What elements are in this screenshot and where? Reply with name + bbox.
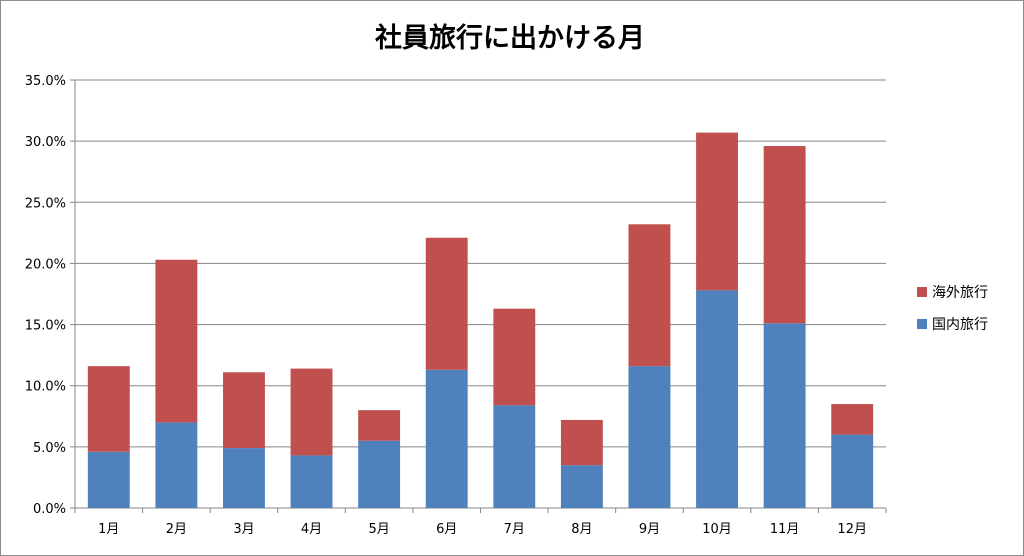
chart-title: 社員旅行に出かける月 bbox=[375, 22, 645, 54]
x-tick-label: 8月 bbox=[571, 522, 592, 537]
y-tick-label: 15.0% bbox=[25, 319, 66, 334]
bar-overseas-5 bbox=[358, 410, 401, 441]
bar-domestic-4 bbox=[290, 455, 333, 508]
x-tick-label: 7月 bbox=[504, 522, 525, 537]
bar-overseas-6 bbox=[425, 237, 468, 370]
bar-domestic-1 bbox=[87, 451, 130, 508]
bar-domestic-3 bbox=[223, 448, 265, 508]
y-tick-label: 25.0% bbox=[25, 196, 66, 211]
bar-domestic-6 bbox=[425, 369, 468, 508]
bar-domestic-10 bbox=[696, 290, 738, 508]
x-tick-label: 5月 bbox=[368, 522, 389, 537]
legend-label: 国内旅行 bbox=[932, 317, 988, 333]
bar-overseas-8 bbox=[560, 419, 603, 466]
bar-overseas-9 bbox=[628, 224, 671, 367]
bar-domestic-8 bbox=[560, 465, 603, 508]
y-tick-label: 35.0% bbox=[25, 74, 66, 89]
legend-swatch bbox=[917, 287, 927, 297]
x-tick-label: 1月 bbox=[98, 522, 119, 537]
y-tick-label: 10.0% bbox=[25, 380, 66, 395]
x-tick-label: 4月 bbox=[301, 522, 322, 537]
x-tick-label: 3月 bbox=[233, 522, 254, 537]
bar-domestic-12 bbox=[831, 434, 874, 508]
x-tick-label: 12月 bbox=[837, 522, 867, 537]
legend-swatch bbox=[917, 319, 927, 329]
y-tick-label: 5.0% bbox=[33, 441, 66, 456]
x-tick-label: 10月 bbox=[702, 522, 732, 537]
y-tick-label: 20.0% bbox=[25, 257, 66, 272]
y-axis-ticks: 0.0% 5.0% 10.0% 15.0% 20.0% 25.0% 30.0% 35.0% bbox=[25, 74, 75, 517]
gridlines bbox=[75, 79, 886, 448]
bar-domestic-9 bbox=[628, 366, 671, 508]
bar-overseas-3 bbox=[223, 372, 265, 449]
bar-domestic-5 bbox=[358, 440, 401, 508]
x-tick-label: 9月 bbox=[639, 522, 660, 537]
x-axis-ticks: 1月 2月 3月 4月 5月 6月 7月 8月 9月 10月 11月 12月 bbox=[74, 508, 887, 537]
y-tick-label: 0.0% bbox=[33, 502, 66, 517]
bar-overseas-10 bbox=[696, 132, 738, 291]
bar-overseas-7 bbox=[493, 308, 536, 406]
bar-overseas-2 bbox=[155, 259, 198, 423]
y-tick-label: 30.0% bbox=[25, 135, 66, 150]
bar-overseas-1 bbox=[87, 366, 130, 452]
bars bbox=[87, 132, 874, 508]
bar-domestic-7 bbox=[493, 405, 536, 508]
bar-domestic-2 bbox=[155, 422, 198, 508]
legend-label: 海外旅行 bbox=[932, 285, 988, 301]
x-tick-label: 11月 bbox=[770, 522, 800, 537]
bar-overseas-4 bbox=[290, 368, 333, 456]
bar-overseas-12 bbox=[831, 404, 874, 435]
bar-overseas-11 bbox=[763, 146, 806, 324]
x-tick-label: 6月 bbox=[436, 522, 457, 537]
bar-domestic-11 bbox=[763, 323, 806, 508]
x-tick-label: 2月 bbox=[166, 522, 187, 537]
